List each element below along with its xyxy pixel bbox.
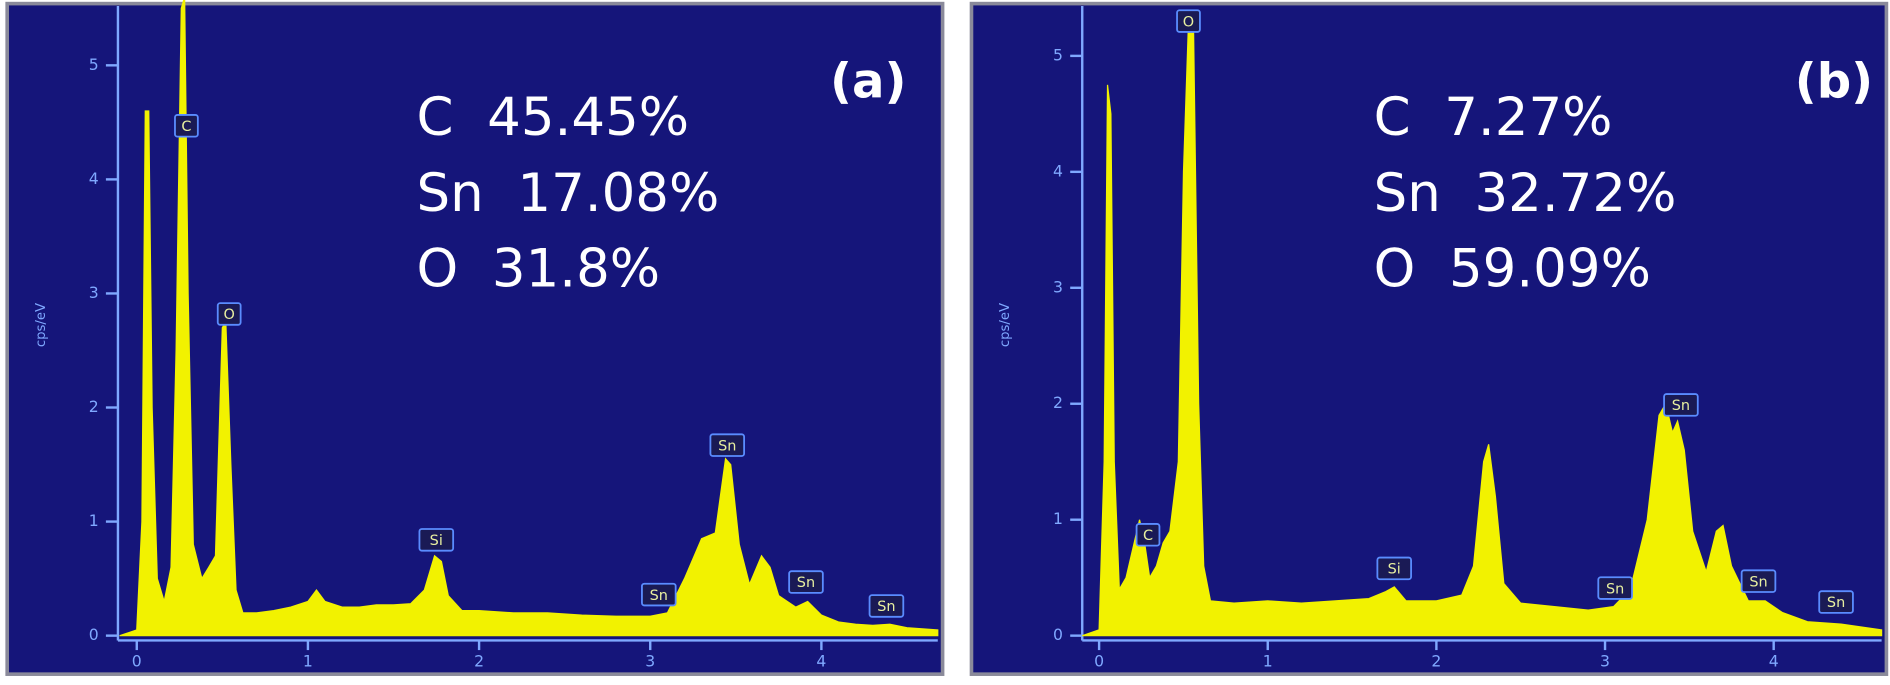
peak-label-box xyxy=(709,433,746,457)
x-tick-label: 1 xyxy=(303,652,313,671)
y-tick-label: 5 xyxy=(89,55,99,74)
x-tick-label: 2 xyxy=(474,652,484,671)
y-axis-label: cps/eV xyxy=(998,303,1013,347)
peak-label-box xyxy=(1597,576,1633,600)
peak-label-box xyxy=(788,570,824,594)
panel-background xyxy=(5,1,945,676)
peak-label: Si xyxy=(1388,562,1401,578)
y-axis-label: cps/eV xyxy=(34,303,49,347)
x-tick-label: 4 xyxy=(816,652,826,671)
peak-label: Sn xyxy=(797,575,815,591)
y-tick-label: 2 xyxy=(89,397,99,416)
composition-line: O 31.8% xyxy=(417,239,661,300)
y-tick-label: 2 xyxy=(1053,393,1063,412)
composition-line: C 45.45% xyxy=(417,87,690,148)
peak-label: C xyxy=(181,119,191,135)
y-tick-label: 5 xyxy=(1053,45,1063,64)
panel: 0 1 2 3 4 5 0 1 2 3 4 cps/eV C O Si Sn Sn Sn Sn C 45.45% Sn … xyxy=(5,0,945,676)
peak-label-box xyxy=(1663,393,1699,417)
y-tick-label: 4 xyxy=(1053,161,1063,180)
peak-label-box xyxy=(418,528,455,552)
peak-label: O xyxy=(1183,14,1194,30)
peak-label-box xyxy=(174,114,199,138)
peak-label: Sn xyxy=(650,588,668,604)
y-tick-label: 0 xyxy=(1053,625,1063,644)
y-tick-label: 3 xyxy=(89,283,99,302)
composition-line: O 59.09% xyxy=(1374,239,1651,300)
peak-label-box xyxy=(216,302,242,326)
x-tick-label: 0 xyxy=(1094,652,1104,671)
composition-line: Sn 32.72% xyxy=(1374,163,1677,224)
x-tick-label: 4 xyxy=(1769,652,1779,671)
panel-background xyxy=(969,1,1889,676)
peak-label: Sn xyxy=(1606,581,1624,597)
peak-label-box xyxy=(1818,590,1854,614)
panel: 0 1 2 3 4 5 0 1 2 3 4 cps/eV O C Si Sn Sn Sn Sn C 7.27% Sn 3… xyxy=(969,1,1889,676)
y-tick-label: 1 xyxy=(1053,509,1063,528)
peak-label: Sn xyxy=(1672,398,1690,414)
y-tick-label: 1 xyxy=(89,511,99,530)
peak-label: Sn xyxy=(1827,595,1845,611)
spectrum-area xyxy=(119,0,939,637)
x-tick-label: 3 xyxy=(645,652,655,671)
peak-label: C xyxy=(1143,528,1153,544)
peak-label: O xyxy=(224,307,235,323)
x-tick-label: 1 xyxy=(1263,652,1273,671)
peak-label-box xyxy=(868,594,905,618)
peak-label-box xyxy=(1135,523,1161,547)
composition-line: C 7.27% xyxy=(1374,87,1613,148)
peak-label-box xyxy=(641,582,677,607)
peak-label: Si xyxy=(430,533,443,549)
peak-label: Sn xyxy=(1749,574,1767,590)
y-tick-label: 3 xyxy=(1053,277,1063,296)
x-tick-label: 0 xyxy=(132,652,142,671)
composition-line: Sn 17.08% xyxy=(417,163,720,224)
panel-label: (b) xyxy=(1795,53,1873,109)
x-tick-label: 2 xyxy=(1431,652,1441,671)
panel-label: (a) xyxy=(830,53,906,109)
peak-label-box xyxy=(1176,9,1201,33)
peak-label: Sn xyxy=(877,599,895,615)
peak-label: Sn xyxy=(718,438,736,454)
peak-label-box xyxy=(1740,569,1777,593)
x-tick-label: 3 xyxy=(1600,652,1610,671)
y-tick-label: 0 xyxy=(89,625,99,644)
y-tick-label: 4 xyxy=(89,169,99,188)
peak-label-box xyxy=(1376,556,1412,581)
